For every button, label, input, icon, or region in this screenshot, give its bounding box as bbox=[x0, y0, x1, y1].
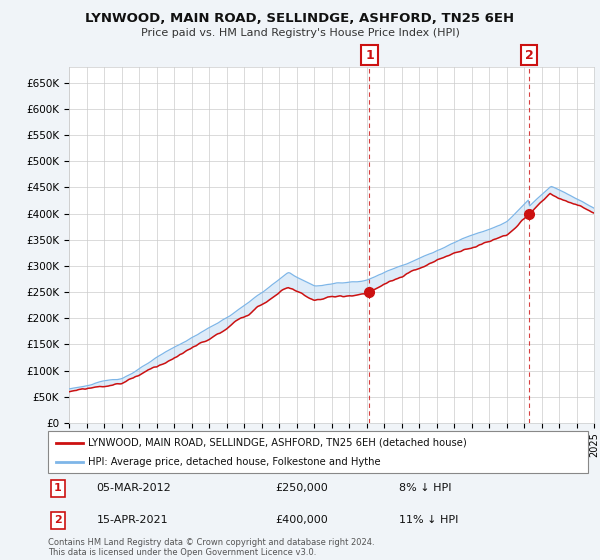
Text: HPI: Average price, detached house, Folkestone and Hythe: HPI: Average price, detached house, Folk… bbox=[89, 457, 381, 467]
Text: Price paid vs. HM Land Registry's House Price Index (HPI): Price paid vs. HM Land Registry's House … bbox=[140, 28, 460, 38]
Text: 1: 1 bbox=[54, 483, 62, 493]
Text: LYNWOOD, MAIN ROAD, SELLINDGE, ASHFORD, TN25 6EH (detached house): LYNWOOD, MAIN ROAD, SELLINDGE, ASHFORD, … bbox=[89, 437, 467, 447]
Text: £250,000: £250,000 bbox=[275, 483, 328, 493]
Text: 2: 2 bbox=[54, 515, 62, 525]
Text: 1: 1 bbox=[365, 49, 374, 62]
Text: £400,000: £400,000 bbox=[275, 515, 328, 525]
Text: 15-APR-2021: 15-APR-2021 bbox=[97, 515, 168, 525]
FancyBboxPatch shape bbox=[48, 431, 588, 473]
Text: 2: 2 bbox=[524, 49, 533, 62]
Text: 11% ↓ HPI: 11% ↓ HPI bbox=[399, 515, 458, 525]
Text: 05-MAR-2012: 05-MAR-2012 bbox=[97, 483, 172, 493]
Text: Contains HM Land Registry data © Crown copyright and database right 2024.
This d: Contains HM Land Registry data © Crown c… bbox=[48, 538, 374, 557]
Text: 8% ↓ HPI: 8% ↓ HPI bbox=[399, 483, 452, 493]
Text: LYNWOOD, MAIN ROAD, SELLINDGE, ASHFORD, TN25 6EH: LYNWOOD, MAIN ROAD, SELLINDGE, ASHFORD, … bbox=[85, 12, 515, 25]
